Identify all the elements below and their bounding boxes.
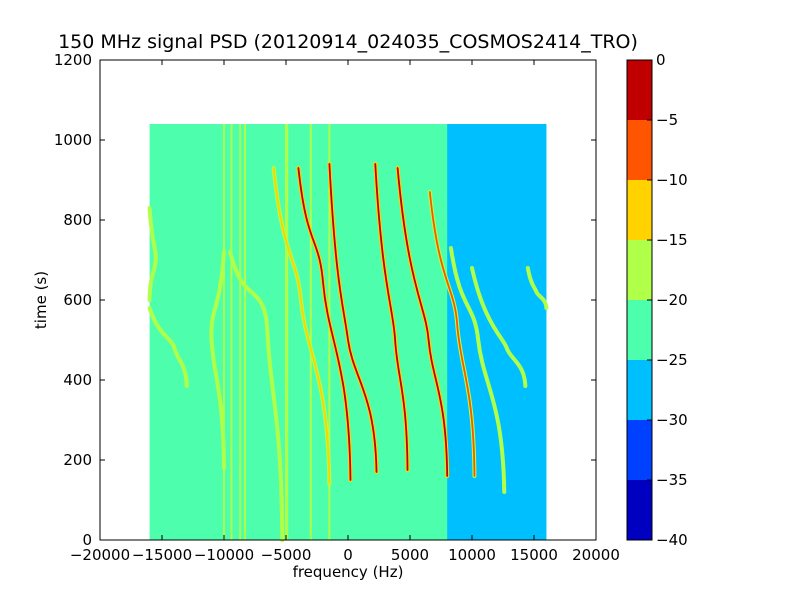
chart-title: 150 MHz signal PSD (20120914_024035_COSM… [58, 31, 638, 53]
heatmap-track [428, 191, 476, 477]
colorbar-tick-label: −35 [656, 471, 688, 489]
heatmap-track [148, 207, 157, 301]
colorbar-band [627, 480, 652, 540]
heatmap-track [450, 247, 506, 493]
heatmap-track [374, 163, 409, 471]
heatmap-track [210, 251, 225, 469]
colorbar-tick-label: −30 [656, 411, 688, 429]
heatmap-track [229, 251, 284, 541]
colorbar-band [627, 180, 652, 240]
heatmap-track [328, 163, 378, 473]
colorbar-tick-label: −15 [656, 231, 688, 249]
colorbar-band [627, 360, 652, 420]
colorbar-tick-label: −10 [656, 171, 688, 189]
heatmap-track [297, 167, 352, 481]
colorbar-tick-label: 0 [656, 51, 666, 69]
heatmap-track [148, 307, 188, 387]
x-tick-label: −5000 [261, 546, 312, 564]
colorbar-tick-label: −5 [656, 111, 678, 129]
plot-area [99, 59, 597, 542]
y-axis-title: time (s) [32, 271, 50, 329]
colorbar-band [627, 60, 652, 120]
x-tick-label: −15000 [132, 546, 192, 564]
y-tick-label: 0 [82, 531, 92, 549]
y-tick-label: 400 [63, 371, 92, 389]
x-axis-title: frequency (Hz) [293, 563, 404, 581]
y-axis: 0 200 400 600 800 1000 1200 [54, 51, 596, 549]
y-tick-label: 1200 [54, 51, 92, 69]
x-tick-label: −10000 [194, 546, 254, 564]
colorbar: 0 −5 −10 −15 −20 −25 −30 −35 −40 [626, 51, 688, 549]
x-tick-label: 5000 [391, 546, 429, 564]
heatmap-track [526, 267, 548, 309]
x-tick-label: 20000 [572, 546, 620, 564]
heatmap-track [396, 167, 449, 477]
colorbar-tick-label: −25 [656, 351, 688, 369]
x-tick-label: 0 [343, 546, 353, 564]
y-tick-label: 200 [63, 451, 92, 469]
colorbar-band [627, 300, 652, 360]
colorbar-band [627, 240, 652, 300]
colorbar-band [627, 120, 652, 180]
colorbar-tick-label: −20 [656, 291, 688, 309]
x-tick-label: −20000 [70, 546, 130, 564]
colorbar-tick-label: −40 [656, 531, 688, 549]
colorbar-band [627, 420, 652, 480]
y-tick-label: 1000 [54, 131, 92, 149]
heatmap-track [272, 167, 331, 485]
x-axis: −20000 −15000 −10000 −5000 0 5000 10000 15000 20… [70, 60, 620, 564]
x-tick-label: 10000 [448, 546, 496, 564]
heatmap-track [471, 267, 527, 387]
y-tick-label: 600 [63, 291, 92, 309]
y-tick-label: 800 [63, 211, 92, 229]
x-tick-label: 15000 [510, 546, 558, 564]
